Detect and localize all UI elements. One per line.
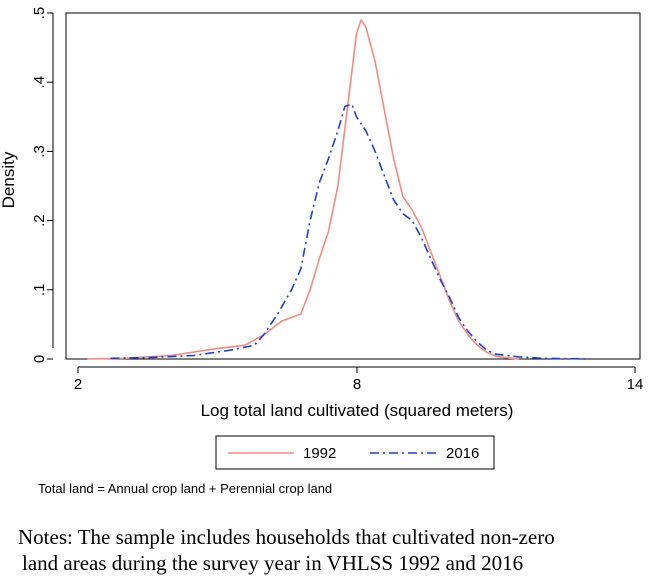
legend-label-2016: 2016: [446, 445, 479, 462]
axes: 0 .1 .2 .3 .4 .5 2 8 14: [31, 7, 643, 393]
density-chart: 0 .1 .2 .3 .4 .5 2 8 14 Density Log total land c…: [0, 7, 643, 496]
notes-line-2: land areas during the survey year in VHL…: [22, 551, 524, 575]
series-line-1992: [87, 19, 520, 360]
y-tick-label: .4: [31, 76, 48, 89]
y-tick-label: .5: [31, 7, 48, 20]
notes: Notes: The sample includes households th…: [0, 524, 649, 576]
x-tick-label: 8: [353, 376, 361, 393]
series-line-2016: [110, 103, 589, 360]
y-tick-label: .2: [31, 214, 48, 227]
y-tick-label: 0: [31, 355, 48, 363]
legend: 1992 2016: [215, 435, 495, 470]
x-tick-label: 14: [627, 376, 644, 393]
land-definition-caption: Total land = Annual crop land + Perennia…: [38, 481, 332, 496]
x-tick-label: 2: [74, 376, 82, 393]
series-lines: [87, 19, 589, 360]
y-tick-label: .3: [31, 145, 48, 158]
legend-label-1992: 1992: [303, 445, 336, 462]
y-tick-label: .1: [31, 284, 48, 297]
plot-frame: [65, 12, 641, 360]
y-axis-label: Density: [0, 151, 18, 208]
notes-line-1: Notes: The sample includes households th…: [18, 525, 555, 549]
x-axis-label: Log total land cultivated (squared meter…: [201, 401, 514, 420]
